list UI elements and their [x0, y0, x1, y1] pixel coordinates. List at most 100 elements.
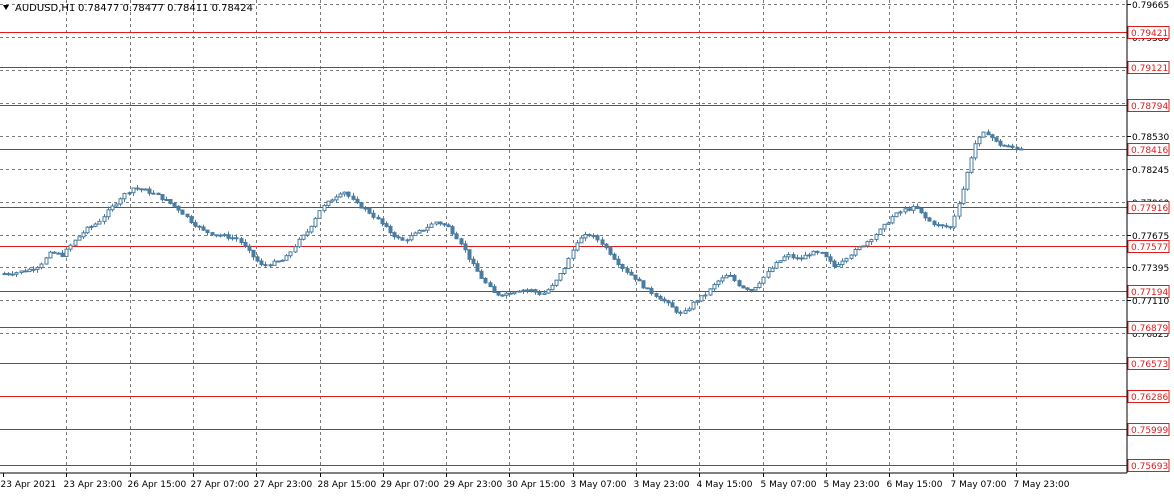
time-tick-label: 6 May 15:00 — [887, 480, 943, 490]
candle-body-bull — [811, 250, 816, 256]
candle-body-bear — [226, 234, 231, 239]
candle-body-bull — [342, 191, 347, 195]
candle-body-bear — [608, 247, 613, 255]
candle-body-bear — [56, 252, 61, 255]
candle-body-bull — [857, 246, 862, 251]
candle-body-bull — [849, 254, 854, 259]
candle-body-bear — [604, 243, 609, 249]
candle-body-bear — [346, 191, 351, 197]
candle-body-bull — [127, 192, 132, 195]
candle-body-bear — [670, 302, 675, 308]
candle-body-bear — [31, 268, 36, 271]
level-tag-label: 0.75999 — [1131, 426, 1168, 436]
candle-body-bear — [243, 241, 248, 247]
level-tag-label: 0.77916 — [1131, 204, 1168, 214]
candles-layer — [2, 129, 1024, 317]
candle-body-bear — [135, 187, 140, 190]
candle-body-bull — [313, 217, 318, 227]
candle-body-bull — [803, 254, 808, 260]
time-axis: 23 Apr 2021 23 Apr 23:00 26 Apr 15:00 27 Ap… — [1, 473, 1070, 490]
candle-body-bear — [629, 271, 634, 276]
candle-body-bull — [102, 216, 107, 222]
candle-body-bull — [405, 239, 410, 242]
candle-body-bear — [625, 268, 630, 273]
dropdown-triangle-icon[interactable] — [3, 5, 9, 10]
candle-body-bear — [492, 286, 497, 293]
candle-body-bull — [334, 196, 339, 201]
candle-body-bull — [409, 235, 414, 241]
chart-header: AUDUSD,H1 0.78477 0.78477 0.78411 0.7842… — [3, 3, 253, 14]
candle-body-bull — [525, 289, 530, 292]
candle-body-bear — [994, 137, 999, 142]
candle-body-bull — [882, 223, 887, 230]
time-tick-label: 7 May 23:00 — [1014, 480, 1070, 490]
candle-body-bear — [488, 282, 493, 288]
candle-body-bull — [77, 236, 82, 241]
time-tick-label: 27 Apr 07:00 — [191, 480, 250, 490]
candle-body-bear — [828, 256, 833, 262]
candle-body-bear — [674, 306, 679, 313]
candle-body-bear — [247, 245, 252, 251]
candle-body-bull — [89, 225, 94, 228]
price-tick-label: 0.77110 — [1132, 297, 1169, 307]
candle-body-bear — [384, 223, 389, 227]
candle-body-bull — [131, 187, 136, 194]
candle-body-bear — [234, 237, 239, 240]
candle-body-bull — [550, 284, 555, 291]
level-tag-label: 0.79421 — [1131, 29, 1168, 39]
candle-body-bull — [81, 232, 86, 238]
candle-body-bear — [371, 212, 376, 218]
symbol-label: AUDUSD,H1 — [15, 3, 75, 14]
candle-body-bull — [786, 254, 791, 258]
candle-body-bear — [438, 221, 443, 225]
candle-body-bear — [193, 222, 198, 227]
candle-body-bull — [338, 193, 343, 198]
candle-body-bear — [251, 249, 256, 258]
candle-body-bull — [425, 226, 430, 231]
candle-body-bull — [35, 267, 40, 270]
candle-body-bull — [898, 211, 903, 214]
candle-body-bull — [413, 232, 418, 237]
candle-body-bear — [666, 300, 671, 304]
candle-body-bear — [1002, 144, 1007, 147]
candle-body-bear — [442, 223, 447, 226]
level-tag-label: 0.78794 — [1131, 102, 1168, 112]
candle-body-bear — [832, 260, 837, 268]
level-tags: 0.79421 0.79121 0.78794 0.78416 0.77916 0.775… — [1127, 26, 1170, 472]
candle-body-bull — [774, 261, 779, 269]
candle-body-bull — [73, 239, 78, 246]
candle-body-bull — [14, 272, 19, 275]
candle-body-bull — [288, 251, 293, 257]
candle-body-bear — [948, 226, 953, 229]
time-tick-label: 5 May 07:00 — [761, 480, 817, 490]
candle-body-bull — [118, 198, 123, 205]
candle-body-bull — [836, 264, 841, 268]
candle-body-bear — [927, 217, 932, 222]
candle-body-bear — [633, 274, 638, 280]
candle-body-bear — [139, 188, 144, 191]
candle-body-bull — [27, 268, 32, 273]
candle-body-bull — [703, 294, 708, 297]
candle-body-bull — [757, 282, 762, 288]
candle-body-bull — [753, 286, 758, 291]
candle-body-bear — [259, 260, 264, 266]
candle-body-bear — [1006, 145, 1011, 148]
time-tick-label: 27 Apr 23:00 — [254, 480, 313, 490]
candle-body-bull — [861, 245, 866, 248]
candle-body-bear — [376, 216, 381, 220]
candle-body-bull — [844, 257, 849, 262]
price-tick-label: 0.79665 — [1132, 1, 1169, 11]
candle-body-bull — [911, 206, 916, 211]
candle-body-bull — [230, 237, 235, 240]
candle-body-bull — [699, 295, 704, 302]
candle-body-bear — [637, 278, 642, 282]
candle-body-bull — [807, 254, 812, 257]
candle-body-bull — [106, 209, 111, 218]
candle-body-bull — [97, 220, 102, 225]
candle-body-bull — [421, 229, 426, 232]
candle-body-bear — [52, 251, 57, 254]
candle-body-bear — [1010, 145, 1015, 148]
candle-body-bull — [434, 221, 439, 225]
